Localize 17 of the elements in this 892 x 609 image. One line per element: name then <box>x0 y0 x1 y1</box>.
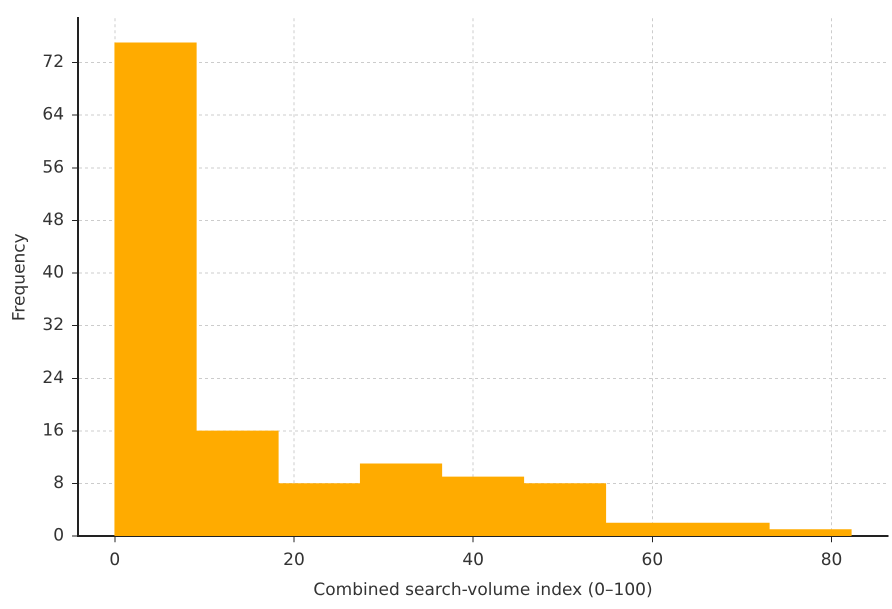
y-tick-label: 64 <box>42 104 64 125</box>
y-tick-label: 48 <box>42 210 64 230</box>
y-tick-label: 0 <box>53 526 64 546</box>
y-tick-label: 24 <box>42 368 64 388</box>
y-tick-label: 56 <box>42 157 64 178</box>
y-tick-label: 16 <box>42 420 64 440</box>
y-tick-label: 72 <box>42 52 64 72</box>
y-tick-label: 40 <box>42 262 64 283</box>
x-tick-label: 20 <box>283 550 305 570</box>
y-tick-label: 32 <box>42 315 64 336</box>
y-tick-label: 8 <box>53 473 64 493</box>
x-tick-label: 80 <box>820 550 842 570</box>
x-tick-label: 40 <box>462 550 484 570</box>
x-axis-title: Combined search-volume index (0–100) <box>313 580 653 600</box>
x-tick-label: 60 <box>642 550 664 570</box>
x-tick-label: 0 <box>109 550 120 570</box>
y-axis-title: Frequency <box>10 233 30 322</box>
